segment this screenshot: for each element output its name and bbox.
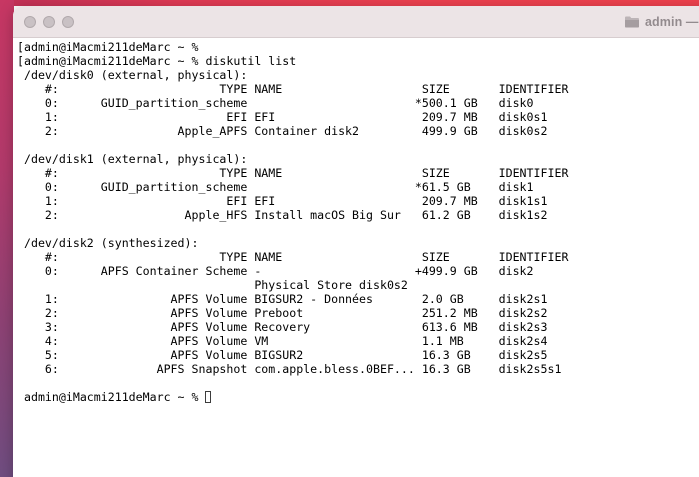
desktop-wallpaper-left-strip <box>0 0 14 477</box>
terminal-content[interactable]: [admin@iMacmi211deMarc ~ % [admin@iMacmi… <box>13 39 699 477</box>
window-titlebar[interactable]: admin — -zsh <box>13 6 699 38</box>
terminal-prompt-line: admin@iMacmi211deMarc ~ % <box>17 390 212 404</box>
desktop-wallpaper-top-strip <box>0 0 699 6</box>
terminal-window: admin — -zsh [admin@iMacmi211deMarc ~ % … <box>13 6 699 477</box>
minimize-button[interactable] <box>43 16 55 28</box>
close-button[interactable] <box>24 16 36 28</box>
traffic-lights <box>24 16 74 28</box>
window-title-group: admin — -zsh <box>624 6 699 38</box>
terminal-cursor <box>205 391 212 403</box>
terminal-prompt-text: admin@iMacmi211deMarc ~ % <box>17 390 206 404</box>
zoom-button[interactable] <box>62 16 74 28</box>
window-title: admin — -zsh <box>645 15 699 29</box>
folder-proxy-icon[interactable] <box>624 15 640 29</box>
terminal-scrollback: [admin@iMacmi211deMarc ~ % [admin@iMacmi… <box>17 40 569 376</box>
